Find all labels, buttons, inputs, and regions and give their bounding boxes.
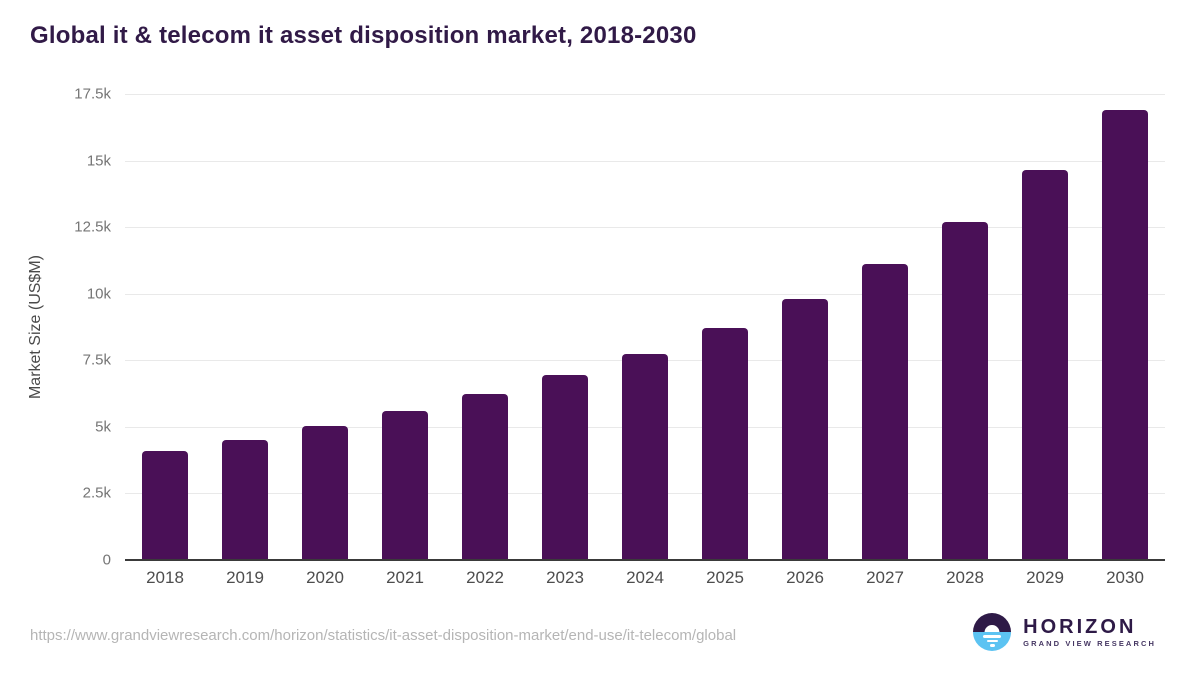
x-axis-labels: 2018 2019 2020 2021 2022 2023 2024 2025 2026 2027… (125, 568, 1165, 588)
bar-column-2030 (1085, 94, 1165, 560)
bar-2020[interactable] (302, 425, 348, 560)
x-tick-label-2022: 2022 (466, 568, 504, 587)
bar-column-2022 (445, 94, 525, 560)
bar-column-2027 (845, 94, 925, 560)
y-axis-title: Market Size (US$M) (27, 254, 44, 400)
y-tick-label-17.5k: 17.5k (74, 85, 111, 103)
logo-reflection-dash (986, 639, 998, 642)
y-axis-title-wrap: Market Size (US$M) (16, 94, 56, 560)
x-tick-label-2030: 2030 (1106, 568, 1144, 587)
bar-2028[interactable] (942, 221, 988, 560)
bar-column-2020 (285, 94, 365, 560)
bar-2022[interactable] (462, 393, 508, 560)
y-tick-label-7.5k: 7.5k (82, 351, 111, 369)
bar-2025[interactable] (702, 328, 748, 560)
logo-sky-half (973, 613, 1012, 632)
gridline-12.5k (125, 227, 1165, 229)
horizon-logo: HORIZON GRAND VIEW RESEARCH (973, 613, 1156, 651)
logo-brand-name: HORIZON (1023, 615, 1137, 638)
y-tick-label-2.5k: 2.5k (82, 484, 111, 502)
logo-sub-brand: GRAND VIEW RESEARCH (1023, 638, 1156, 648)
x-tick-label-2028: 2028 (946, 568, 984, 587)
x-tick-label-2027: 2027 (866, 568, 904, 587)
x-tick-label-2023: 2023 (546, 568, 584, 587)
x-tick-label-2025: 2025 (706, 568, 744, 587)
bar-2029[interactable] (1022, 169, 1068, 560)
gridline-10k (125, 293, 1165, 295)
bar-2030[interactable] (1102, 109, 1148, 560)
x-tick-label-2020: 2020 (306, 568, 344, 587)
bar-column-2029 (1005, 94, 1085, 560)
bar-2021[interactable] (382, 410, 428, 560)
logo-reflection-dash (989, 644, 995, 647)
bar-column-2024 (605, 94, 685, 560)
bar-2027[interactable] (862, 264, 908, 560)
bar-2023[interactable] (542, 374, 588, 560)
bar-column-2021 (365, 94, 445, 560)
logo-water-half (973, 632, 1012, 651)
x-tick-label-2018: 2018 (146, 568, 184, 587)
bar-column-2028 (925, 94, 1005, 560)
bar-column-2018 (125, 94, 205, 560)
bar-column-2023 (525, 94, 605, 560)
bar-2026[interactable] (782, 299, 828, 560)
x-tick-label-2024: 2024 (626, 568, 664, 587)
bar-2024[interactable] (622, 353, 668, 560)
logo-sun-icon (984, 625, 1000, 632)
bar-column-2025 (685, 94, 765, 560)
plot-area: 0 2.5k 5k 7.5k 10k 12.5k 15k 17.5k (74, 86, 1165, 569)
logo-reflection-dash (983, 635, 1002, 638)
x-axis-line (125, 559, 1165, 561)
y-tick-label-10k: 10k (86, 285, 111, 303)
x-tick-label-2021: 2021 (386, 568, 424, 587)
bar-column-2026 (765, 94, 845, 560)
y-tick-label-5k: 5k (95, 418, 111, 436)
source-url: https://www.grandviewresearch.com/horizo… (30, 627, 737, 644)
bar-layer (125, 94, 1165, 560)
bar-2019[interactable] (222, 440, 268, 560)
y-tick-label-15k: 15k (86, 152, 111, 170)
y-tick-label-12.5k: 12.5k (74, 218, 111, 236)
x-tick-label-2019: 2019 (226, 568, 264, 587)
x-tick-label-2029: 2029 (1026, 568, 1064, 587)
gridline-17.5k (125, 94, 1165, 95)
bar-2018[interactable] (142, 450, 188, 560)
horizon-logo-icon (973, 613, 1012, 651)
bar-column-2019 (205, 94, 285, 560)
chart-title: Global it & telecom it asset disposition… (30, 22, 697, 49)
x-tick-label-2026: 2026 (786, 568, 824, 587)
logo-text: HORIZON GRAND VIEW RESEARCH (1023, 617, 1156, 648)
y-tick-label-0: 0 (102, 551, 111, 569)
gridline-15k (125, 160, 1165, 162)
